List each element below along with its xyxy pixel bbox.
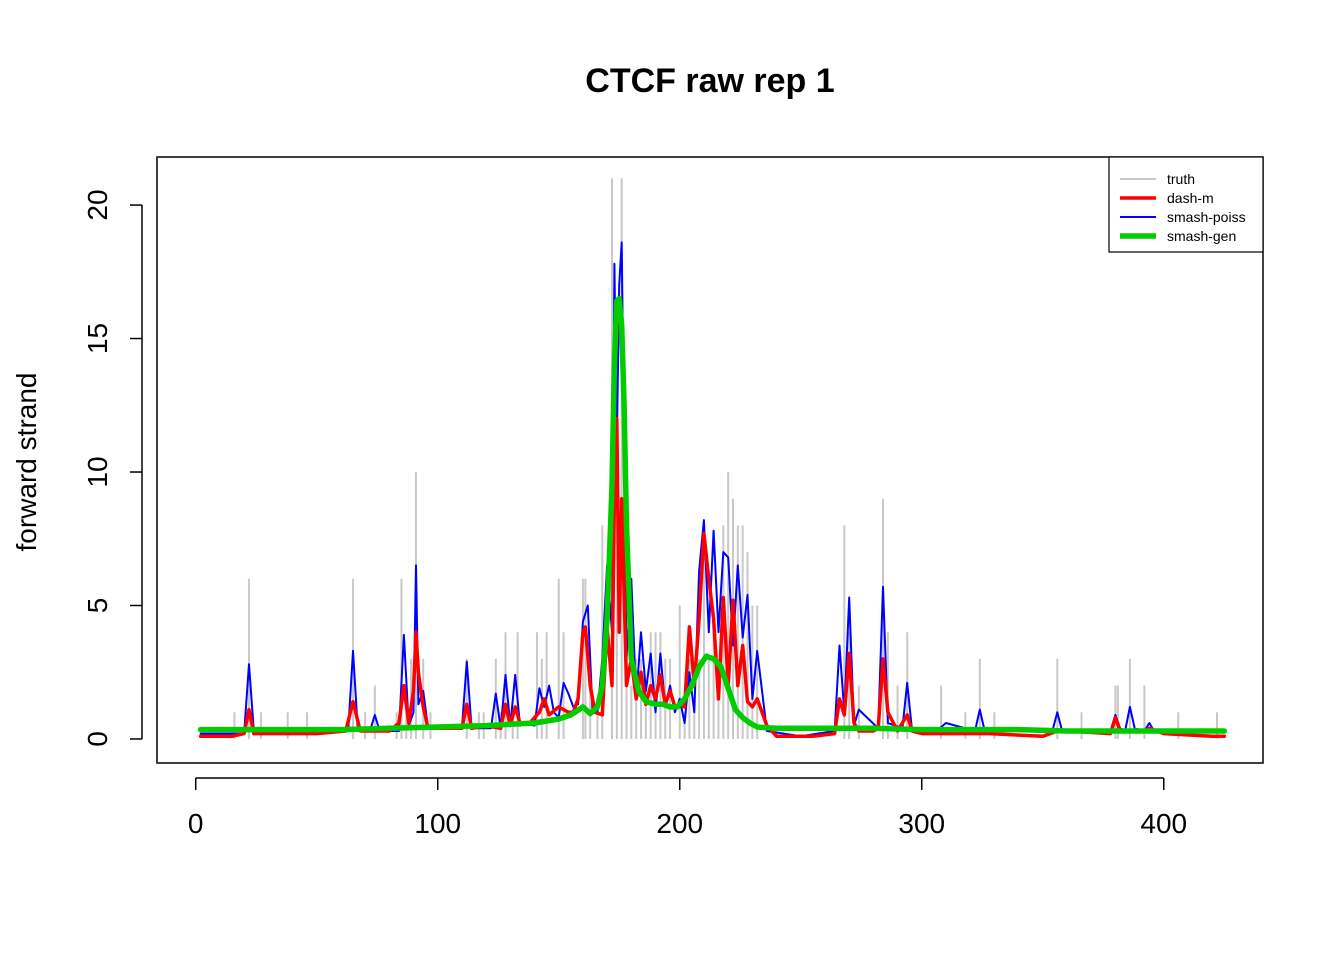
y-axis-label: forward strand [11,373,42,552]
y-tick-label: 0 [82,731,113,747]
plot-frame [156,156,1264,764]
y-tick-label: 20 [82,189,113,220]
x-tick-label: 400 [1140,808,1187,839]
x-tick-label: 0 [188,808,204,839]
smash-gen-line [197,295,1228,734]
dash-m-line [198,416,1227,739]
legend: truth dash-m smash-poiss smash-gen [1108,156,1264,253]
x-tick-label: 100 [414,808,461,839]
chart-title: CTCF raw rep 1 [585,62,834,100]
x-tick-label: 300 [898,808,945,839]
legend-label-smash-gen: smash-gen [1167,228,1236,244]
legend-label-dash-m: dash-m [1167,190,1214,206]
x-tick-label: 200 [656,808,703,839]
smash-gen-series [197,295,1228,734]
y-tick-label: 15 [82,323,113,354]
legend-label-truth: truth [1167,171,1195,187]
dash-m-series [198,416,1227,739]
legend-label-smash-poiss: smash-poiss [1167,209,1246,225]
y-tick-label: 10 [82,456,113,487]
x-axis: 0 100 200 300 400 [188,777,1187,839]
y-tick-label: 5 [82,598,113,614]
y-axis: 0 5 10 15 20 [82,189,143,747]
